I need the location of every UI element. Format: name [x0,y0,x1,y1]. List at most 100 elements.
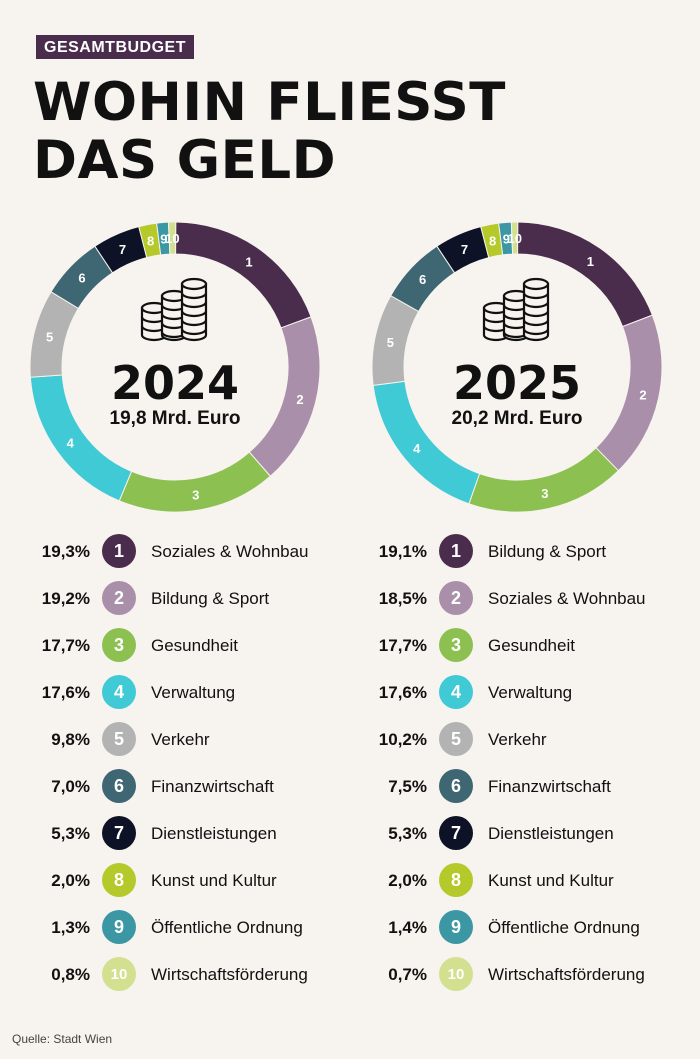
legend-row: 17,6% 4 Verwaltung [18,673,348,720]
legend-number-badge: 1 [102,534,136,568]
donut-segment-label: 3 [541,486,548,501]
legend-percent: 9,8% [51,730,90,749]
headline: WOHIN FLIESST DAS GELD [33,74,506,190]
legend-number-badge: 2 [102,581,136,615]
legend-number-badge: 5 [102,722,136,756]
donut-segment-5 [30,291,80,378]
coins-stack-icon [140,277,208,342]
legend-percent: 7,0% [51,777,90,796]
legend-row: 5,3% 7 Dienstleistungen [355,814,685,861]
donut-segment-label: 8 [489,233,496,248]
legend-number-badge: 4 [439,675,473,709]
legend-percent: 17,7% [41,636,90,655]
legend-percent: 5,3% [51,824,90,843]
legend-category: Öffentliche Ordnung [488,918,640,937]
legend-number-badge: 7 [439,816,473,850]
legend-number-badge: 1 [439,534,473,568]
budget-total: 20,2 Mrd. Euro [452,408,583,429]
legend-percent: 7,5% [388,777,427,796]
budget-total: 19,8 Mrd. Euro [110,408,241,429]
legend-category: Verwaltung [151,683,236,702]
donut-segment-label: 2 [296,392,303,407]
legend-2025: 19,1% 1 Bildung & Sport 18,5% 2 Soziales & Wo… [355,532,685,1002]
donut-segment-label: 2 [639,388,646,403]
legend-number-badge: 5 [439,722,473,756]
legend-category: Kunst und Kultur [151,871,277,890]
legend-row: 2,0% 8 Kunst und Kultur [18,861,348,908]
donut-segment-label: 10 [508,231,522,246]
legend-category: Wirtschaftsförderung [151,965,308,984]
legend-row: 19,3% 1 Soziales & Wohnbau [18,532,348,579]
legend-category: Gesundheit [151,636,238,655]
legend-percent: 2,0% [51,871,90,890]
legend-row: 0,8% 10 Wirtschaftsförderung [18,955,348,1002]
legend-category: Verkehr [151,730,210,749]
legend-number-badge: 3 [102,628,136,662]
legend-category: Verwaltung [488,683,573,702]
legend-percent: 19,2% [41,589,90,608]
legend-percent: 5,3% [388,824,427,843]
legend-percent: 0,7% [388,965,427,984]
donut-segment-2 [248,316,320,477]
legend-percent: 17,6% [378,683,427,702]
donut-segment-10 [510,222,519,255]
legend-percent: 1,4% [388,918,427,937]
legend-row: 17,7% 3 Gesundheit [355,626,685,673]
legend-number-badge: 3 [439,628,473,662]
legend-number-badge: 7 [102,816,136,850]
legend-category: Bildung & Sport [151,589,270,608]
donut-segment-label: 9 [503,231,510,246]
donut-segment-label: 5 [46,330,53,345]
legend-number-badge: 4 [102,675,136,709]
donut-segment-label: 9 [160,231,167,246]
legend-number-badge: 8 [102,863,136,897]
legend-row: 5,3% 7 Dienstleistungen [18,814,348,861]
donut-segment-label: 4 [67,435,75,450]
legend-number-badge: 9 [102,910,136,944]
donut-segment-label: 7 [461,242,468,257]
donut-segment-label: 1 [245,254,252,269]
budget-year: 2024 [111,356,239,410]
legend-row: 18,5% 2 Soziales & Wohnbau [355,579,685,626]
donut-segment-label: 6 [419,272,426,287]
source-note: Quelle: Stadt Wien [12,1032,113,1046]
legend-category: Soziales & Wohnbau [151,542,309,561]
legend-row: 7,0% 6 Finanzwirtschaft [18,767,348,814]
legend-row: 1,3% 9 Öffentliche Ordnung [18,908,348,955]
donut-segment-label: 3 [192,487,199,502]
legend-row: 0,7% 10 Wirtschaftsförderung [355,955,685,1002]
legend-number-badge: 2 [439,581,473,615]
legend-number-badge: 8 [439,863,473,897]
legend-percent: 19,1% [378,542,427,561]
donut-segment-label: 6 [78,271,85,286]
legend-percent: 0,8% [51,965,90,984]
legend-percent: 1,3% [51,918,90,937]
legend-category: Bildung & Sport [488,542,607,561]
donut-segment-label: 1 [587,254,594,269]
legend-category: Finanzwirtschaft [488,777,611,796]
legend-row: 19,1% 1 Bildung & Sport [355,532,685,579]
donut-segment-label: 4 [413,441,421,456]
legend-percent: 2,0% [388,871,427,890]
donut-segment-label: 7 [119,242,126,257]
headline-line-1: WOHIN FLIESST [33,72,506,133]
category-tag: GESAMTBUDGET [36,35,194,59]
legend-row: 7,5% 6 Finanzwirtschaft [355,767,685,814]
donut-segment-label: 10 [165,231,179,246]
legend-percent: 17,7% [378,636,427,655]
donut-segment-label: 8 [147,233,154,248]
headline-line-2: DAS GELD [33,130,337,191]
legend-number-badge: 9 [439,910,473,944]
donut-segment-5 [372,295,420,386]
legend-category: Wirtschaftsförderung [488,965,645,984]
legend-number-badge: 10 [439,957,473,991]
legend-row: 17,7% 3 Gesundheit [18,626,348,673]
donut-segment-3 [118,451,272,512]
budget-year: 2025 [453,356,581,410]
legend-number-badge: 6 [439,769,473,803]
legend-percent: 17,6% [41,683,90,702]
legend-category: Verkehr [488,730,547,749]
donut-segment-label: 5 [387,335,394,350]
legend-row: 2,0% 8 Kunst und Kultur [355,861,685,908]
